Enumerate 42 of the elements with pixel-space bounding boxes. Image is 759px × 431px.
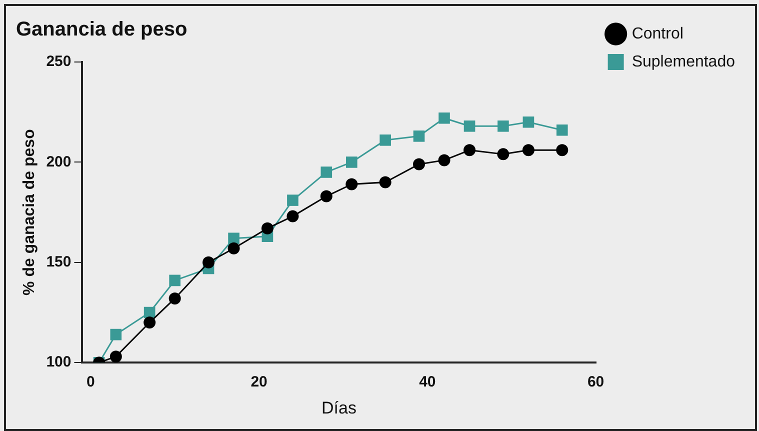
point bbox=[168, 292, 181, 304]
point bbox=[498, 120, 509, 132]
point bbox=[380, 134, 391, 146]
point bbox=[379, 176, 392, 188]
legend-label: Suplementado bbox=[632, 53, 736, 70]
y-tick-label: 100 bbox=[46, 354, 72, 371]
point bbox=[202, 256, 215, 268]
point bbox=[522, 116, 534, 128]
point bbox=[556, 144, 568, 156]
point bbox=[110, 350, 122, 363]
point bbox=[497, 148, 510, 160]
x-axis-title: Días bbox=[322, 398, 357, 418]
point bbox=[464, 120, 476, 132]
y-tick-label: 250 bbox=[46, 53, 72, 70]
point bbox=[228, 242, 240, 254]
y-tick-label: 150 bbox=[46, 254, 72, 271]
point bbox=[413, 158, 426, 170]
point bbox=[110, 328, 122, 340]
point bbox=[522, 144, 534, 156]
point bbox=[438, 112, 450, 124]
x-tick-label: 0 bbox=[86, 374, 95, 391]
point bbox=[169, 274, 180, 286]
legend-label: Control bbox=[632, 25, 684, 42]
point bbox=[320, 190, 332, 202]
x-tick-label: 60 bbox=[587, 374, 604, 391]
point bbox=[287, 194, 298, 206]
point bbox=[464, 144, 476, 156]
x-tick-label: 20 bbox=[250, 374, 268, 391]
point bbox=[346, 156, 358, 168]
point bbox=[346, 178, 358, 190]
point bbox=[261, 222, 274, 234]
point bbox=[228, 232, 240, 244]
y-tick-label: 200 bbox=[46, 153, 72, 170]
point bbox=[413, 130, 425, 142]
point bbox=[556, 124, 568, 136]
point bbox=[438, 154, 450, 166]
y-axis-title: % de ganacia de peso bbox=[21, 128, 38, 296]
x-tick-label: 40 bbox=[419, 374, 436, 391]
point bbox=[144, 316, 156, 329]
point bbox=[286, 210, 299, 222]
point bbox=[320, 166, 332, 178]
chart-title: Ganancia de peso bbox=[16, 18, 188, 41]
